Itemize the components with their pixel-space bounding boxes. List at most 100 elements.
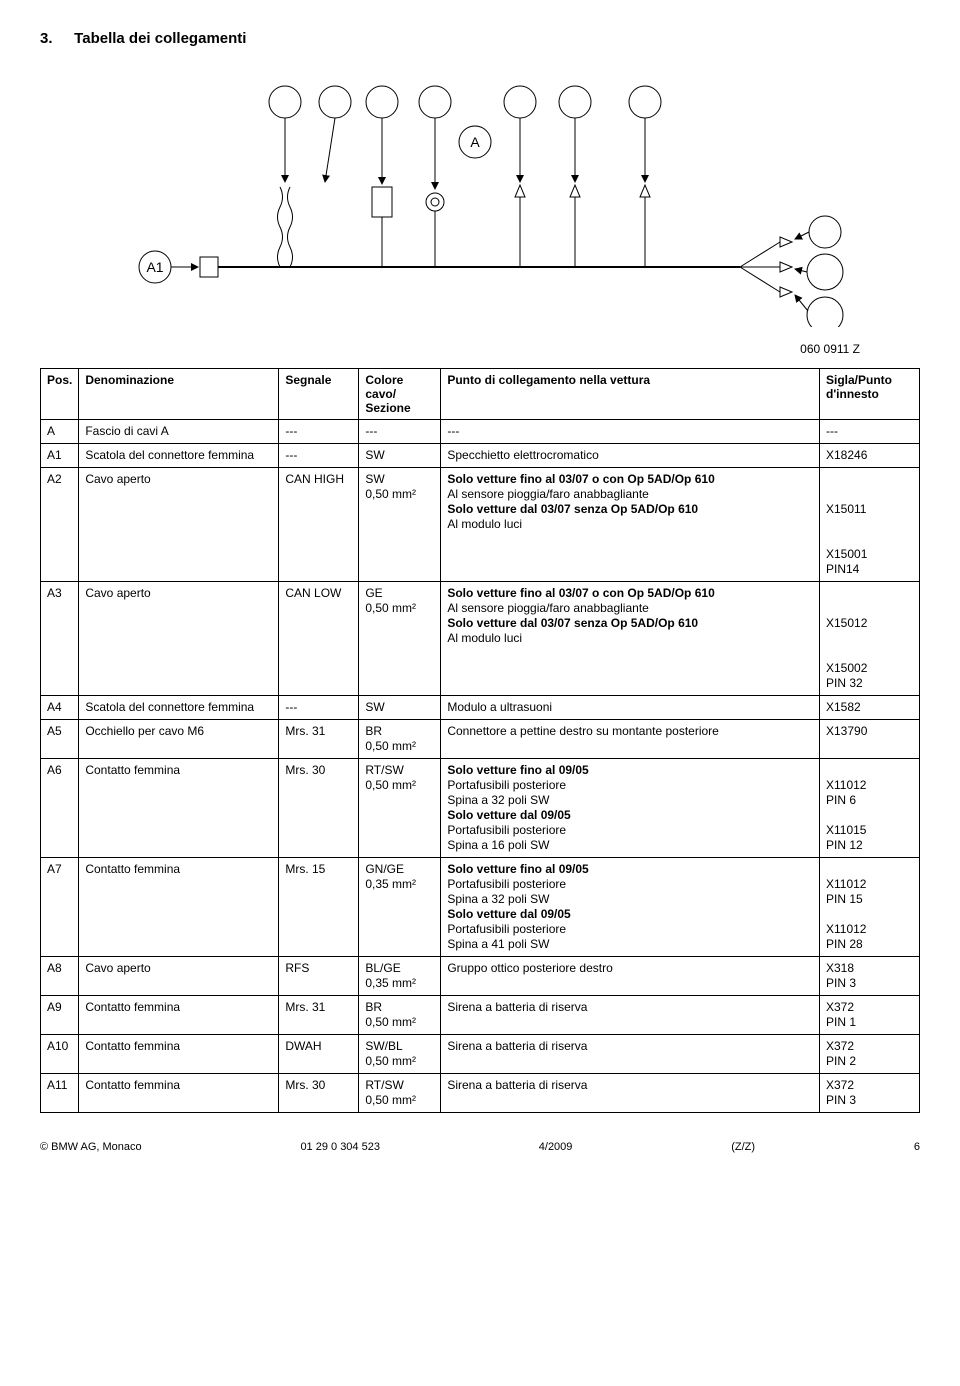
- th-segnale: Segnale: [279, 369, 359, 420]
- cell-sigla: X1582: [820, 696, 920, 720]
- table-row: A4Scatola del connettore femmina---SWMod…: [41, 696, 920, 720]
- table-row: A9Contatto femminaMrs. 31BR0,50 mm²Siren…: [41, 996, 920, 1035]
- cell-pos: A3: [41, 582, 79, 696]
- th-denom: Denominazione: [79, 369, 279, 420]
- cell-punto: Sirena a batteria di riserva: [441, 1074, 820, 1113]
- cell-pos: A11: [41, 1074, 79, 1113]
- table-row: A7Contatto femminaMrs. 15GN/GE0,35 mm²So…: [41, 858, 920, 957]
- cell-colore: RT/SW0,50 mm²: [359, 1074, 441, 1113]
- th-pos: Pos.: [41, 369, 79, 420]
- footer-left: © BMW AG, Monaco: [40, 1141, 142, 1153]
- footer-right2: (Z/Z): [731, 1141, 755, 1153]
- cell-sigla: X11012PIN 15 X11012PIN 28: [820, 858, 920, 957]
- connections-table: Pos. Denominazione Segnale Colore cavo/S…: [40, 368, 920, 1113]
- cell-pos: A1: [41, 444, 79, 468]
- cell-punto: Connettore a pettine destro su montante …: [441, 720, 820, 759]
- cell-punto: Solo vetture fino al 09/05Portafusibili …: [441, 759, 820, 858]
- th-colore: Colore cavo/Sezione: [359, 369, 441, 420]
- cell-colore: BR0,50 mm²: [359, 720, 441, 759]
- cell-denom: Cavo aperto: [79, 468, 279, 582]
- cell-denom: Cavo aperto: [79, 957, 279, 996]
- cell-sigla: X15011 X15001PIN14: [820, 468, 920, 582]
- cell-denom: Fascio di cavi A: [79, 420, 279, 444]
- cell-colore: BR0,50 mm²: [359, 996, 441, 1035]
- cell-pos: A2: [41, 468, 79, 582]
- diagram-caption: 060 0911 Z: [40, 342, 920, 356]
- cell-colore: ---: [359, 420, 441, 444]
- cell-denom: Contatto femmina: [79, 1074, 279, 1113]
- cell-colore: SW0,50 mm²: [359, 468, 441, 582]
- cell-segnale: ---: [279, 420, 359, 444]
- cell-sigla: X18246: [820, 444, 920, 468]
- cell-colore: SW/BL0,50 mm²: [359, 1035, 441, 1074]
- cell-denom: Contatto femmina: [79, 1035, 279, 1074]
- section-number: 3.: [40, 30, 70, 47]
- cell-colore: RT/SW0,50 mm²: [359, 759, 441, 858]
- diagram-label-a: A: [470, 134, 480, 150]
- wiring-diagram: A1 A A2 A3 A4 A5 A6 A7 A8: [100, 67, 860, 327]
- table-row: A11Contatto femminaMrs. 30RT/SW0,50 mm²S…: [41, 1074, 920, 1113]
- table-row: A10Contatto femminaDWAHSW/BL0,50 mm²Sire…: [41, 1035, 920, 1074]
- cell-colore: SW: [359, 444, 441, 468]
- cell-pos: A: [41, 420, 79, 444]
- cell-denom: Contatto femmina: [79, 996, 279, 1035]
- cell-sigla: X372PIN 1: [820, 996, 920, 1035]
- table-row: A8Cavo apertoRFSBL/GE0,35 mm²Gruppo otti…: [41, 957, 920, 996]
- cell-segnale: Mrs. 31: [279, 996, 359, 1035]
- cell-punto: ---: [441, 420, 820, 444]
- cell-sigla: X11012PIN 6 X11015PIN 12: [820, 759, 920, 858]
- cell-segnale: Mrs. 30: [279, 1074, 359, 1113]
- cell-punto: Sirena a batteria di riserva: [441, 996, 820, 1035]
- cell-segnale: Mrs. 30: [279, 759, 359, 858]
- diagram-label-a2: A2: [277, 95, 293, 110]
- section-title: 3. Tabella dei collegamenti: [40, 30, 920, 47]
- cell-punto: Modulo a ultrasuoni: [441, 696, 820, 720]
- th-sigla: Sigla/Punto d'innesto: [820, 369, 920, 420]
- cell-colore: SW: [359, 696, 441, 720]
- cell-segnale: DWAH: [279, 1035, 359, 1074]
- cell-denom: Contatto femmina: [79, 759, 279, 858]
- table-row: A3Cavo apertoCAN LOWGE0,50 mm²Solo vettu…: [41, 582, 920, 696]
- cell-segnale: CAN HIGH: [279, 468, 359, 582]
- cell-denom: Cavo aperto: [79, 582, 279, 696]
- cell-pos: A10: [41, 1035, 79, 1074]
- diagram-label-a3: A3: [327, 95, 343, 110]
- diagram-label-a4: A4: [374, 95, 390, 110]
- diagram-label-a7: A7: [567, 95, 583, 110]
- cell-punto: Solo vetture fino al 03/07 o con Op 5AD/…: [441, 582, 820, 696]
- cell-denom: Contatto femmina: [79, 858, 279, 957]
- footer-right1: 4/2009: [539, 1141, 573, 1153]
- cell-sigla: ---: [820, 420, 920, 444]
- section-heading: Tabella dei collegamenti: [74, 30, 246, 47]
- diagram-label-a9: A9: [817, 225, 833, 240]
- table-row: A1Scatola del connettore femmina---SWSpe…: [41, 444, 920, 468]
- diagram-label-a5: A5: [427, 95, 443, 110]
- cell-segnale: Mrs. 31: [279, 720, 359, 759]
- cell-pos: A4: [41, 696, 79, 720]
- cell-punto: Sirena a batteria di riserva: [441, 1035, 820, 1074]
- cell-punto: Gruppo ottico posteriore destro: [441, 957, 820, 996]
- table-row: AFascio di cavi A------------: [41, 420, 920, 444]
- cell-punto: Solo vetture fino al 03/07 o con Op 5AD/…: [441, 468, 820, 582]
- cell-denom: Occhiello per cavo M6: [79, 720, 279, 759]
- cell-pos: A7: [41, 858, 79, 957]
- cell-segnale: Mrs. 15: [279, 858, 359, 957]
- cell-sigla: X318PIN 3: [820, 957, 920, 996]
- diagram-label-a6: A6: [512, 95, 528, 110]
- footer-center: 01 29 0 304 523: [300, 1141, 380, 1153]
- table-row: A2Cavo apertoCAN HIGHSW0,50 mm²Solo vett…: [41, 468, 920, 582]
- cell-segnale: RFS: [279, 957, 359, 996]
- cell-segnale: ---: [279, 444, 359, 468]
- cell-segnale: ---: [279, 696, 359, 720]
- cell-sigla: X372PIN 2: [820, 1035, 920, 1074]
- footer-page: 6: [914, 1141, 920, 1153]
- cell-sigla: X15012 X15002PIN 32: [820, 582, 920, 696]
- th-punto: Punto di collegamento nella vettura: [441, 369, 820, 420]
- diagram-label-a11: A11: [814, 308, 836, 323]
- diagram-label-a8: A8: [637, 95, 653, 110]
- table-row: A6Contatto femminaMrs. 30RT/SW0,50 mm²So…: [41, 759, 920, 858]
- table-row: A5Occhiello per cavo M6Mrs. 31BR0,50 mm²…: [41, 720, 920, 759]
- cell-pos: A8: [41, 957, 79, 996]
- cell-colore: BL/GE0,35 mm²: [359, 957, 441, 996]
- cell-pos: A9: [41, 996, 79, 1035]
